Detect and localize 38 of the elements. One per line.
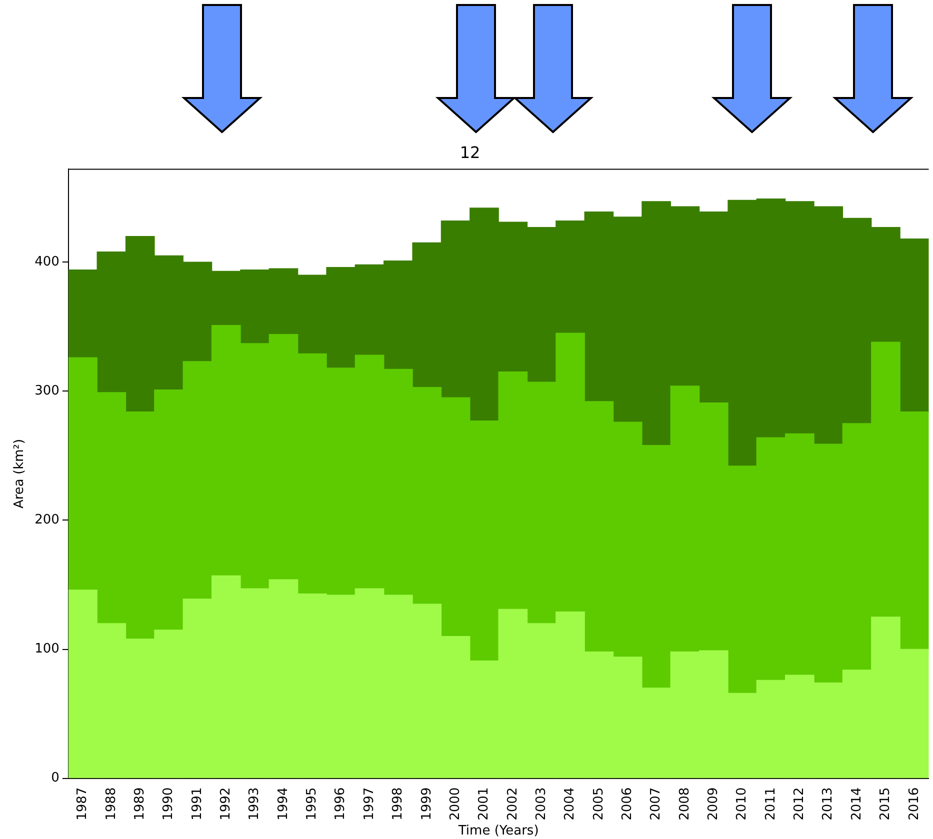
y-tick-label: 400 bbox=[34, 254, 60, 270]
x-tick-label: 1998 bbox=[390, 787, 406, 820]
x-tick-label: 1988 bbox=[104, 787, 119, 820]
chart-title: 12 bbox=[460, 142, 480, 162]
x-tick-label: 2011 bbox=[763, 787, 778, 820]
x-tick-label: 2002 bbox=[505, 787, 520, 820]
x-tick-label: 1996 bbox=[333, 787, 348, 820]
x-tick-label: 1987 bbox=[75, 787, 90, 820]
x-tick-label: 2008 bbox=[677, 787, 692, 820]
x-tick-label: 1990 bbox=[161, 787, 176, 820]
x-tick-label: 2004 bbox=[562, 787, 578, 820]
x-tick-label: 1992 bbox=[218, 787, 234, 820]
x-tick-label: 1991 bbox=[190, 787, 205, 820]
y-tick-label: 200 bbox=[34, 512, 60, 528]
x-tick-label: 1995 bbox=[304, 787, 320, 820]
y-tick-label: 300 bbox=[34, 384, 60, 399]
x-tick-label: 2003 bbox=[534, 787, 549, 820]
x-tick-label: 1994 bbox=[276, 787, 291, 820]
x-tick-label: 2010 bbox=[734, 787, 750, 820]
y-tick-label: 0 bbox=[51, 770, 60, 786]
x-tick-label: 2001 bbox=[476, 787, 492, 820]
x-tick-label: 1993 bbox=[247, 787, 262, 820]
x-tick-label: 2014 bbox=[849, 787, 864, 820]
x-tick-label: 1999 bbox=[419, 787, 434, 820]
x-tick-label: 2009 bbox=[706, 787, 722, 820]
y-axis-title: Area (km²) bbox=[12, 438, 28, 509]
y-tick-label: 100 bbox=[34, 642, 60, 657]
x-tick-label: 2000 bbox=[448, 787, 463, 820]
x-tick-label: 1989 bbox=[132, 787, 148, 820]
x-tick-label: 2005 bbox=[591, 787, 606, 820]
x-tick-label: 2012 bbox=[792, 787, 808, 820]
x-axis-title: Time (Years) bbox=[457, 824, 539, 839]
x-tick-label: 2015 bbox=[878, 787, 894, 820]
x-tick-label: 1997 bbox=[362, 787, 377, 820]
x-tick-label: 2007 bbox=[648, 787, 664, 820]
x-tick-label: 2006 bbox=[620, 787, 635, 820]
x-tick-label: 2016 bbox=[906, 787, 922, 820]
x-tick-label: 2013 bbox=[820, 787, 836, 820]
